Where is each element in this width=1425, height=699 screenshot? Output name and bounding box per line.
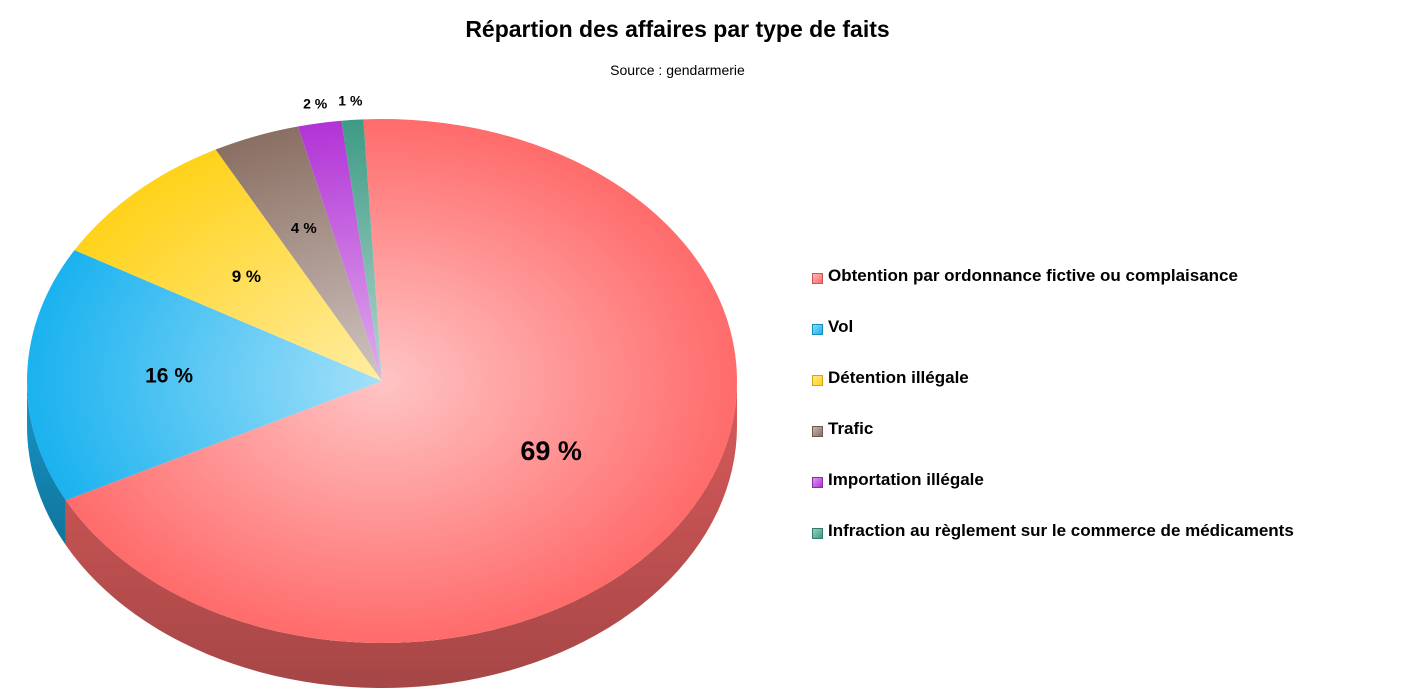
pie-slice — [215, 126, 382, 381]
pie-slice-label: 69 % — [520, 436, 582, 466]
legend: Obtention par ordonnance fictive ou comp… — [812, 266, 1294, 572]
pie-slice-label: 2 % — [303, 96, 328, 112]
pie-slice — [74, 149, 383, 381]
legend-item: Vol — [812, 317, 1294, 368]
legend-swatch — [812, 273, 823, 284]
legend-swatch — [812, 324, 823, 335]
legend-label: Importation illégale — [828, 470, 984, 489]
legend-item: Infraction au règlement sur le commerce … — [812, 521, 1294, 572]
pie-slice-label: 4 % — [291, 220, 317, 237]
pie-slice — [27, 250, 383, 501]
legend-label: Vol — [828, 317, 854, 336]
chart-subtitle: Source : gendarmerie — [610, 62, 745, 78]
legend-swatch — [812, 426, 823, 437]
pie-slice — [341, 119, 382, 381]
legend-label: Trafic — [828, 419, 874, 438]
chart-title: Répartion des affaires par type de faits — [465, 16, 890, 42]
legend-swatch — [812, 375, 823, 386]
pie-slice-label: 9 % — [232, 267, 261, 286]
legend-label: Infraction au règlement sur le commerce … — [828, 521, 1294, 540]
pie-slice-label: 1 % — [338, 92, 363, 108]
legend-item: Détention illégale — [812, 368, 1294, 419]
pie-slice-side — [65, 381, 737, 688]
legend-swatch — [812, 477, 823, 488]
pie-slice — [65, 119, 738, 644]
legend-item: Trafic — [812, 419, 1294, 470]
legend-swatch — [812, 528, 823, 539]
pie-slice-side — [27, 381, 66, 546]
legend-item: Importation illégale — [812, 470, 1294, 521]
pie-slice — [297, 120, 382, 381]
legend-label: Détention illégale — [828, 368, 969, 387]
pie-slice-label: 16 % — [145, 365, 193, 388]
legend-item: Obtention par ordonnance fictive ou comp… — [812, 266, 1294, 317]
legend-label: Obtention par ordonnance fictive ou comp… — [828, 266, 1238, 285]
